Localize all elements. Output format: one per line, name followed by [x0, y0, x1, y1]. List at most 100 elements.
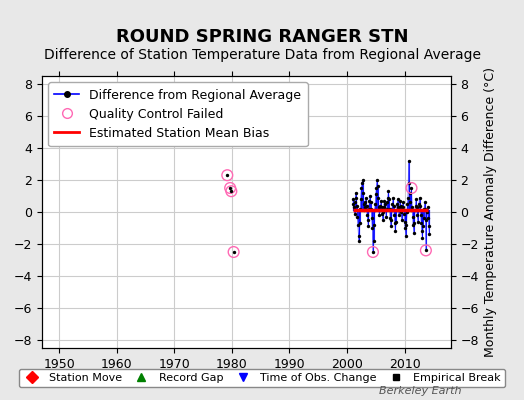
Point [422, 247, 430, 254]
Point [388, 207, 396, 214]
Point [384, 194, 392, 201]
Point [350, 204, 358, 210]
Point [377, 204, 386, 210]
Point [375, 212, 384, 218]
Point [366, 193, 374, 199]
Point [422, 217, 431, 223]
Point [373, 183, 381, 190]
Point [358, 180, 366, 186]
Point [417, 212, 425, 218]
Point [349, 201, 357, 207]
Point [365, 206, 373, 212]
Point [363, 212, 372, 218]
Point [407, 185, 416, 191]
Point [354, 222, 362, 228]
Point [416, 194, 424, 201]
Point [370, 222, 378, 228]
Point [356, 206, 365, 212]
Point [351, 199, 359, 206]
Point [425, 231, 433, 238]
Point [362, 194, 370, 201]
Point [408, 214, 417, 220]
Point [351, 210, 359, 217]
Point [367, 206, 375, 212]
Point [419, 223, 427, 230]
Legend: Station Move, Record Gap, Time of Obs. Change, Empirical Break: Station Move, Record Gap, Time of Obs. C… [19, 368, 505, 388]
Point [368, 225, 377, 231]
Point [366, 199, 375, 206]
Point [423, 204, 432, 210]
Point [376, 202, 385, 209]
Point [348, 196, 357, 202]
Text: Difference of Station Temperature Data from Regional Average: Difference of Station Temperature Data f… [43, 48, 481, 62]
Point [418, 228, 426, 234]
Point [369, 238, 378, 244]
Point [226, 185, 234, 191]
Point [360, 207, 368, 214]
Point [393, 201, 401, 207]
Point [410, 220, 419, 226]
Point [374, 194, 383, 201]
Point [407, 185, 416, 191]
Point [414, 207, 422, 214]
Point [376, 207, 384, 214]
Point [382, 214, 390, 220]
Point [372, 191, 380, 198]
Point [355, 238, 363, 244]
Point [387, 223, 395, 230]
Point [365, 198, 374, 204]
Point [419, 215, 428, 222]
Point [413, 212, 421, 218]
Point [392, 218, 400, 225]
Point [373, 177, 381, 183]
Point [370, 207, 379, 214]
Text: ROUND SPRING RANGER STN: ROUND SPRING RANGER STN [116, 28, 408, 46]
Point [423, 209, 431, 215]
Point [404, 194, 412, 201]
Point [410, 230, 418, 236]
Legend: Difference from Regional Average, Quality Control Failed, Estimated Station Mean: Difference from Regional Average, Qualit… [48, 82, 308, 146]
Point [415, 201, 423, 207]
Point [359, 190, 367, 196]
Point [372, 185, 380, 191]
Point [391, 228, 400, 234]
Point [363, 202, 371, 209]
Point [424, 215, 432, 222]
Point [403, 201, 412, 207]
Point [390, 212, 398, 218]
Point [389, 202, 398, 209]
Point [226, 185, 234, 191]
Point [364, 217, 372, 223]
Point [371, 201, 379, 207]
Point [383, 199, 391, 206]
Point [361, 199, 369, 206]
Point [395, 212, 403, 218]
Point [397, 209, 406, 215]
Point [417, 220, 425, 226]
Point [357, 185, 366, 191]
Point [420, 206, 428, 212]
Point [383, 206, 391, 212]
Point [400, 210, 408, 217]
Point [403, 209, 411, 215]
Point [394, 204, 402, 210]
Y-axis label: Monthly Temperature Anomaly Difference (°C): Monthly Temperature Anomaly Difference (… [484, 67, 497, 357]
Point [227, 188, 235, 194]
Point [387, 217, 396, 223]
Point [396, 202, 405, 209]
Point [395, 204, 403, 210]
Point [357, 196, 365, 202]
Point [405, 158, 413, 164]
Text: Berkeley Earth: Berkeley Earth [379, 386, 461, 396]
Point [405, 180, 413, 186]
Point [379, 209, 387, 215]
Point [377, 198, 385, 204]
Point [358, 177, 367, 183]
Point [378, 217, 387, 223]
Point [401, 225, 409, 231]
Point [412, 204, 421, 210]
Point [399, 199, 407, 206]
Point [390, 220, 399, 226]
Point [389, 194, 397, 201]
Point [413, 218, 422, 225]
